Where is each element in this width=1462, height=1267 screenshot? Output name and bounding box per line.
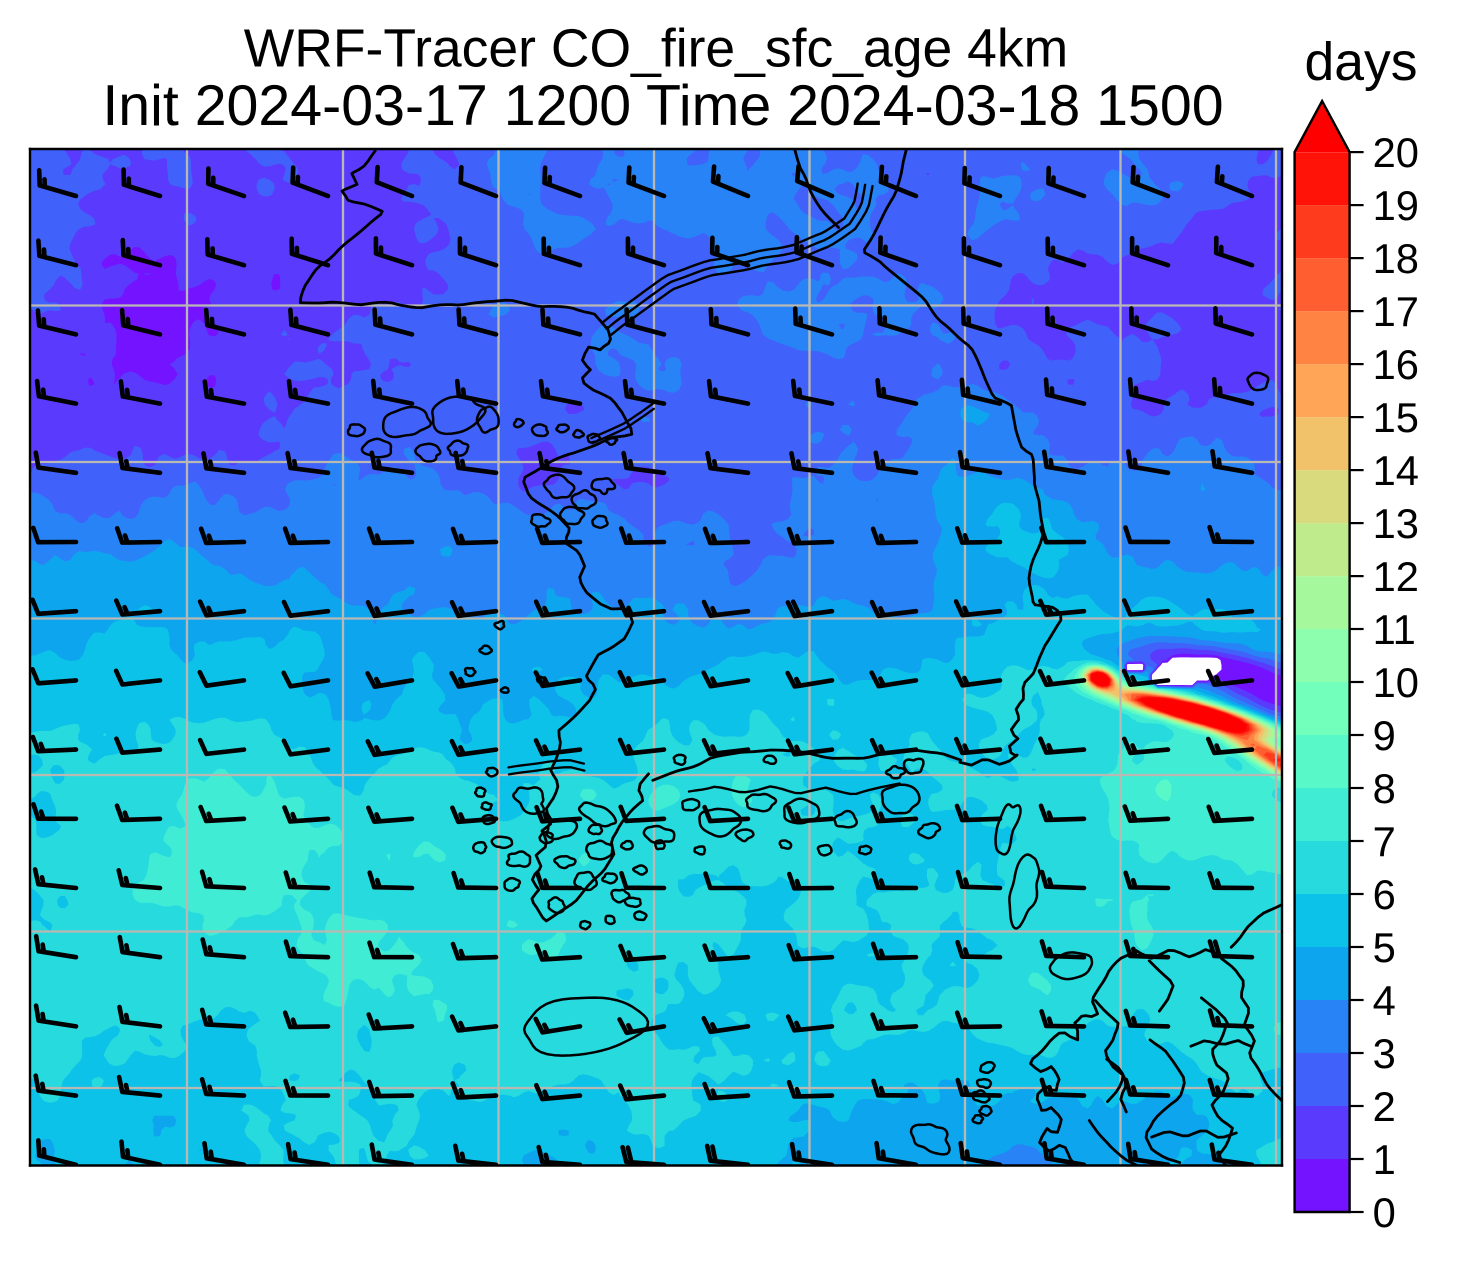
- svg-text:9: 9: [1373, 712, 1396, 759]
- svg-text:7: 7: [1373, 818, 1396, 865]
- svg-text:19: 19: [1373, 182, 1419, 229]
- svg-text:10: 10: [1373, 659, 1419, 706]
- svg-text:1: 1: [1373, 1136, 1396, 1183]
- svg-text:8: 8: [1373, 765, 1396, 812]
- svg-text:15: 15: [1373, 394, 1419, 441]
- svg-text:11: 11: [1373, 606, 1416, 653]
- svg-text:14: 14: [1373, 447, 1419, 494]
- svg-text:12: 12: [1373, 553, 1419, 600]
- svg-text:6: 6: [1373, 871, 1396, 918]
- svg-text:2: 2: [1373, 1083, 1396, 1130]
- svg-text:3: 3: [1373, 1030, 1396, 1077]
- svg-text:WRF-Tracer CO_fire_sfc_age 4km: WRF-Tracer CO_fire_sfc_age 4km: [244, 20, 1068, 79]
- svg-text:4: 4: [1373, 977, 1396, 1024]
- svg-text:18: 18: [1373, 235, 1419, 282]
- svg-text:17: 17: [1373, 288, 1419, 335]
- svg-text:days: days: [1304, 33, 1417, 92]
- svg-text:16: 16: [1373, 341, 1419, 388]
- svg-text:5: 5: [1373, 924, 1396, 971]
- svg-text:Init 2024-03-17 1200 Time 2024: Init 2024-03-17 1200 Time 2024-03-18 150…: [102, 74, 1223, 138]
- svg-text:0: 0: [1373, 1189, 1396, 1236]
- svg-text:20: 20: [1373, 129, 1419, 176]
- svg-text:13: 13: [1373, 500, 1419, 547]
